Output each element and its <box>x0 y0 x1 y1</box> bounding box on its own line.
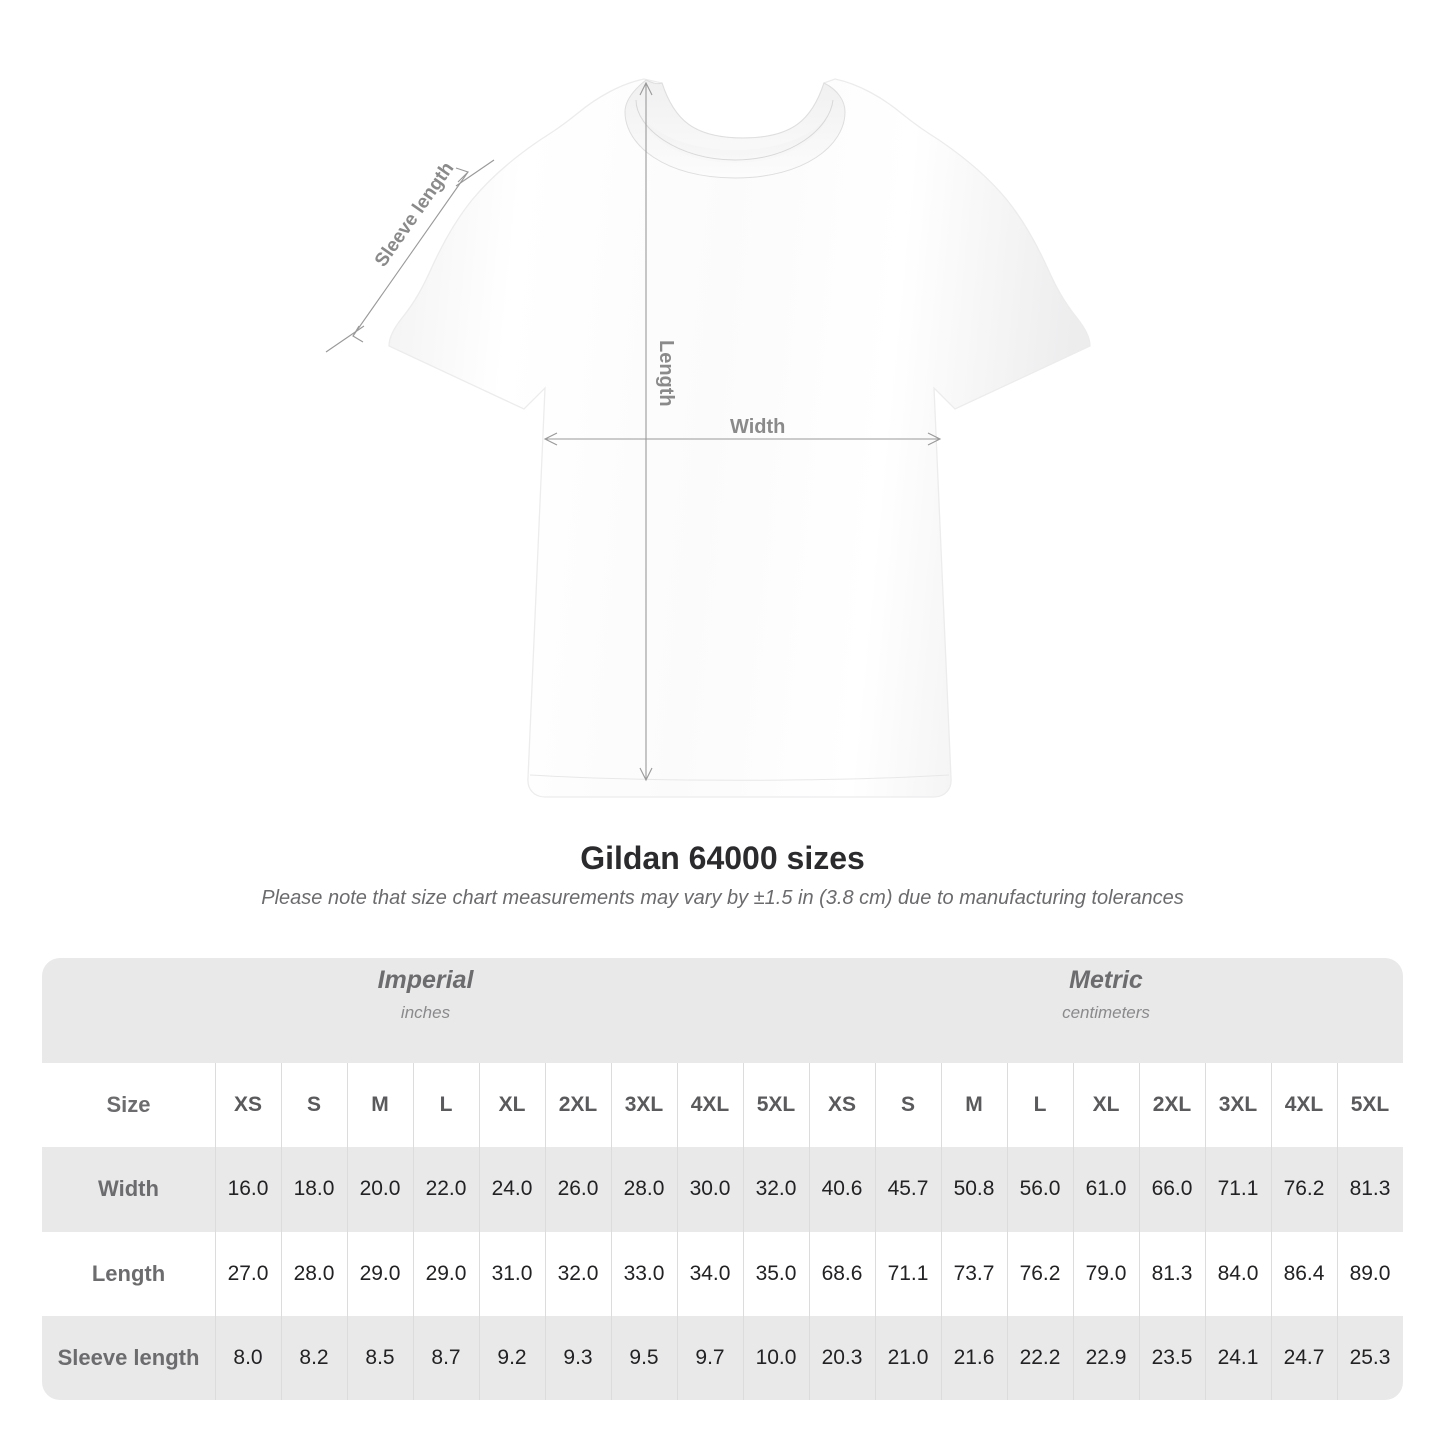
svg-text:Width: Width <box>730 416 785 438</box>
svg-text:Length: Length <box>655 340 677 407</box>
